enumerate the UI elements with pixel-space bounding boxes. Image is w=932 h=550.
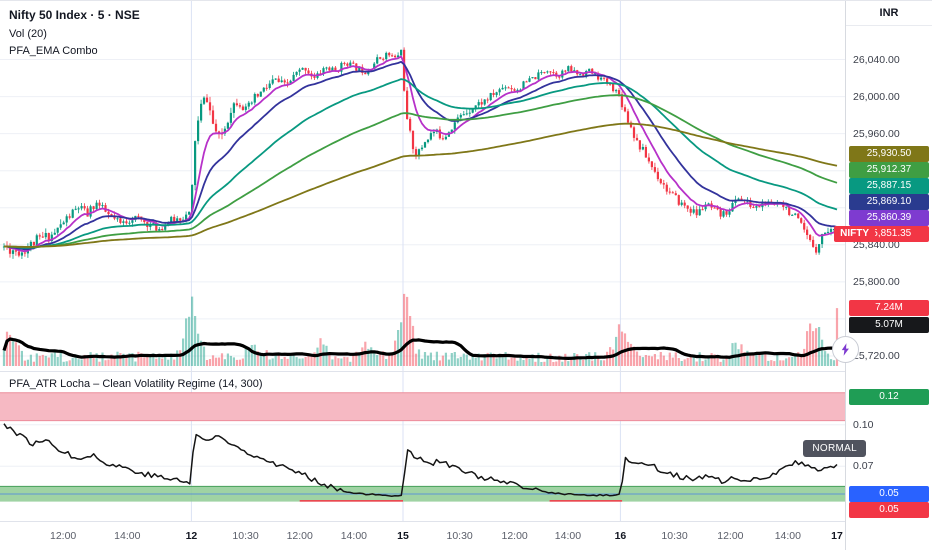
time-axis-label: 12:00 bbox=[286, 530, 313, 542]
time-axis-label: 10:30 bbox=[661, 530, 688, 542]
atr-badge: 0.05 bbox=[849, 485, 929, 502]
ema-line-9 bbox=[4, 55, 838, 253]
price-axis-label: 26,000.00 bbox=[853, 90, 900, 103]
ema-price-badge: 25,869.10 bbox=[849, 194, 929, 211]
time-axis[interactable]: 12:00 14:00 12 10:30 12:00 14:00 15 10:30 12:00 1… bbox=[0, 522, 845, 550]
volume-ma-line bbox=[2, 337, 838, 360]
pane-separator[interactable] bbox=[0, 371, 932, 372]
price-axis-label: 25,800.00 bbox=[853, 275, 900, 288]
atr-high-band bbox=[0, 392, 845, 421]
ema-price-badge: 25,887.15 bbox=[849, 178, 929, 195]
atr-axis-label: 0.07 bbox=[853, 460, 874, 473]
volume-indicator-legend[interactable]: Vol (20) bbox=[9, 28, 47, 40]
ema-line-100 bbox=[4, 94, 838, 249]
time-axis-label: 16 bbox=[614, 530, 627, 542]
atr-line bbox=[3, 423, 838, 497]
atr-axis-label: 0.10 bbox=[853, 418, 874, 431]
time-axis-separator bbox=[0, 521, 932, 522]
time-axis-label: 14:00 bbox=[774, 530, 801, 542]
gridlines bbox=[0, 59, 845, 467]
volatility-regime-badge: NORMAL bbox=[803, 440, 866, 457]
volume-badge: 7.24M bbox=[849, 300, 929, 317]
ema-line-200 bbox=[4, 122, 838, 248]
atr-badge: 0.12 bbox=[849, 389, 929, 405]
chart-canvas[interactable] bbox=[0, 1, 845, 521]
volume-badge: 5.07M bbox=[849, 317, 929, 334]
symbol-legend[interactable]: Nifty 50 Index · 5 · NSE bbox=[9, 8, 140, 22]
price-axis-label: 25,720.00 bbox=[853, 350, 900, 362]
price-axis[interactable]: INR 26,040.00 26,000.00 25,960.00 25,840.00… bbox=[845, 1, 932, 550]
time-axis-label: 10:30 bbox=[446, 530, 473, 542]
ema-line-50 bbox=[4, 78, 838, 249]
time-axis-label: 12:00 bbox=[501, 530, 528, 542]
time-axis-label: 10:30 bbox=[232, 530, 259, 542]
session-break-lines bbox=[190, 1, 621, 521]
time-axis-label: 12:00 bbox=[50, 530, 77, 542]
ema-line-21 bbox=[4, 60, 838, 251]
ema-price-badge: 25,860.39 bbox=[849, 210, 929, 227]
ema-combo-indicator-legend[interactable]: PFA_EMA Combo bbox=[9, 45, 98, 57]
time-axis-label: 15 bbox=[397, 530, 409, 542]
candles bbox=[2, 47, 839, 259]
price-axis-label: 26,040.00 bbox=[853, 53, 900, 66]
ema-price-badge: 25,912.37 bbox=[849, 162, 929, 179]
time-axis-label: 17 bbox=[831, 530, 843, 542]
main-legend: Nifty 50 Index · 5 · NSE Vol (20) PFA_EM… bbox=[9, 8, 140, 62]
symbol-price-tag: NIFTY bbox=[834, 226, 875, 243]
time-axis-label: 14:00 bbox=[114, 530, 141, 542]
atr-indicator-legend[interactable]: PFA_ATR Locha – Clean Volatility Regime … bbox=[9, 378, 263, 390]
symbol-tag-label: NIFTY bbox=[840, 228, 869, 240]
lightning-icon bbox=[841, 343, 849, 356]
atr-badge: 0.05 bbox=[849, 501, 929, 518]
time-axis-label: 14:00 bbox=[340, 530, 367, 542]
price-axis-label: 25,960.00 bbox=[853, 127, 900, 140]
time-axis-label: 14:00 bbox=[554, 530, 582, 542]
currency-label: INR bbox=[846, 1, 932, 26]
time-axis-label: 12 bbox=[185, 530, 198, 542]
lightning-bolt-button[interactable] bbox=[832, 336, 859, 363]
time-axis-label: 12:00 bbox=[717, 530, 744, 542]
ema-price-badge: 25,930.50 bbox=[849, 146, 929, 163]
